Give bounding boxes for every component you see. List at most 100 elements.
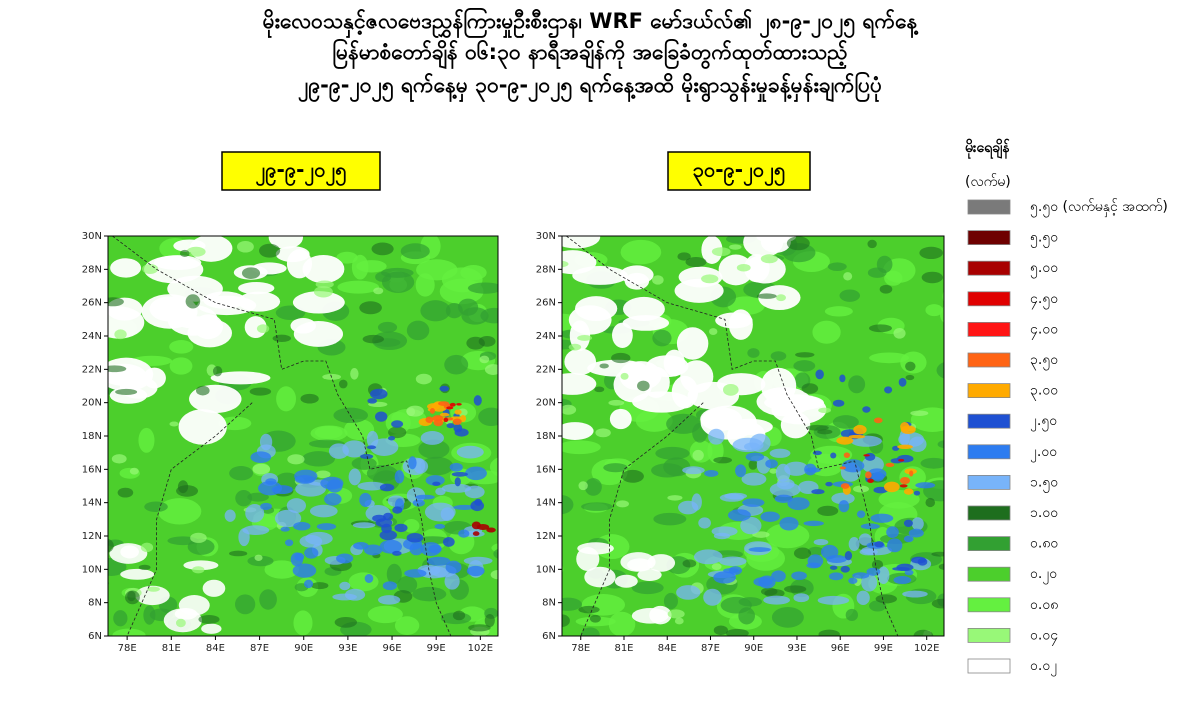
rain-patch [400,243,430,260]
rain-patch [711,247,731,257]
lat-label: 10N [82,564,102,575]
rain-patch [779,516,799,531]
rain-patch [868,324,892,333]
rain-patch [898,458,905,462]
rain-patch [869,352,910,364]
rain-patch [144,501,168,512]
legend-label: ၅.၅၀ [1030,230,1058,248]
rain-patch [394,616,420,635]
legend-swatch [967,199,1011,215]
rain-patch [864,452,876,461]
rain-patch [620,372,629,380]
rain-patch [415,494,435,500]
rain-patch [202,579,226,597]
rain-patch [713,625,728,636]
rain-patch [562,422,594,440]
rain-patch [752,531,770,538]
rain-patch [249,387,272,396]
rain-patch [919,246,943,260]
legend-label: ၁.၀၀ [1030,505,1058,521]
rain-patch [848,375,866,394]
rain-patch [111,454,127,464]
rain-patch [254,554,263,561]
rain-patch [120,568,155,580]
rain-patch [256,324,270,333]
lon-label: 93E [338,643,357,654]
legend-swatch [967,597,1011,613]
rain-patch [113,610,128,627]
rain-patch [247,555,274,567]
rain-patch [562,404,577,415]
rain-patch [348,572,379,592]
rain-patch [336,553,354,564]
rain-patch [235,489,253,507]
rain-patch [631,581,664,595]
rain-patch [265,478,277,485]
rain-patch [432,481,441,487]
rain-patch [342,440,367,458]
rain-patch [821,544,839,560]
rain-patch [138,564,151,571]
rain-patch [740,516,762,535]
lon-label: 93E [787,643,806,654]
rain-patch [363,544,383,556]
rain-patch [350,368,359,380]
rain-patch [903,535,914,543]
rain-patch [867,267,887,278]
rain-patch [795,352,815,358]
rain-patch [458,298,479,316]
rain-patch [815,369,824,380]
lat-label: 30N [82,231,102,242]
rain-patch [316,523,337,531]
lat-label: 14N [536,498,556,509]
rain-patch [377,321,398,333]
rain-patch [493,548,498,559]
rain-patch [693,549,723,565]
lat-label: 30N [536,231,556,242]
rain-patch [931,551,944,557]
rain-patch [676,327,709,360]
lon-label: 81E [162,643,181,654]
rain-patch [870,513,894,523]
rain-patch [801,383,819,394]
rain-patch [379,539,402,554]
rain-patch [845,608,859,622]
rain-patch [470,500,485,512]
rain-patch [745,452,765,462]
rain-patch [879,284,893,294]
rain-patch [769,468,778,474]
rain-patch [452,418,462,425]
rain-patch [299,534,323,548]
rain-patch [391,420,404,428]
rain-patch [860,523,880,530]
rain-patch [793,593,810,603]
rain-patch [608,611,636,636]
rain-patch [616,500,629,508]
rain-patch [486,527,496,533]
rain-patch [397,576,418,594]
rain-patch [357,481,386,491]
rain-patch [887,538,903,553]
rain-patch [229,466,254,481]
rain-patch [937,440,944,449]
rain-patch [877,566,890,585]
rain-patch [304,579,314,589]
rain-patch [911,517,924,531]
rain-patch [406,405,424,417]
rain-patch [828,572,844,581]
rain-patch [379,483,395,492]
rain-patch [300,393,319,404]
rain-patch [807,546,824,556]
rain-patch [945,409,959,415]
rain-patch [905,374,915,381]
rain-patch [143,605,156,625]
rain-patch [304,547,319,559]
rain-patch [667,495,683,501]
lon-label: 102E [468,643,493,654]
rain-patch [259,243,281,258]
rain-patch [375,411,388,422]
lon-label: 90E [744,643,763,654]
rain-patch [420,456,454,476]
rain-patch [286,498,307,514]
lat-label: 20N [536,398,556,409]
